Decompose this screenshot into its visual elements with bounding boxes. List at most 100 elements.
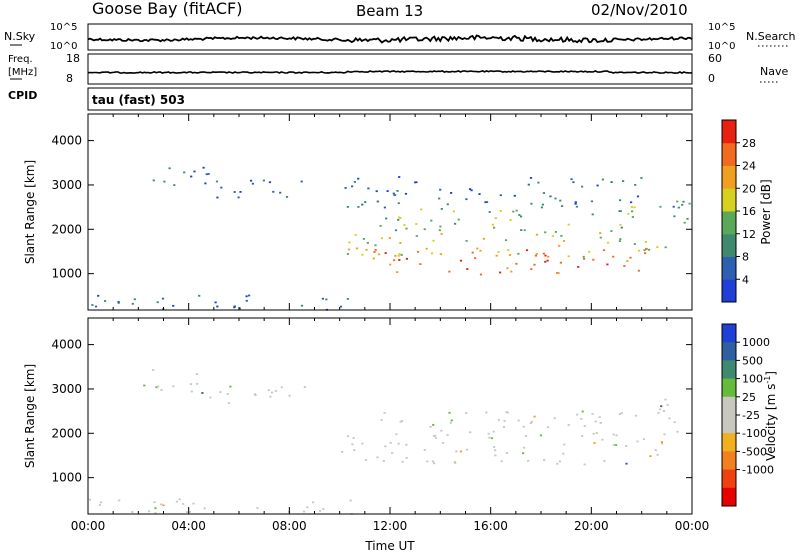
echo-cell: [615, 434, 618, 437]
echo-cell: [415, 235, 418, 237]
noise-left-tick-bottom: 10^0: [50, 41, 77, 52]
noise-trace-line: [87, 34, 693, 44]
echo-cell: [676, 430, 679, 433]
echo-cell: [192, 502, 195, 505]
echo-cell: [619, 210, 622, 212]
echo-cell: [153, 501, 156, 504]
echo-cell: [279, 191, 282, 194]
colorbar-band: [722, 188, 736, 212]
echo-cell: [465, 412, 468, 414]
echo-cell: [559, 261, 562, 264]
echo-cell: [162, 504, 165, 507]
power-x-ticks: [87, 114, 693, 310]
echo-cell: [347, 248, 351, 251]
echo-cell: [465, 240, 468, 242]
echo-cell: [448, 411, 451, 414]
frequency-panel: Freq. [MHz] 18 8 60 0 Nave: [8, 52, 788, 85]
echo-cell: [448, 270, 451, 273]
colorbar-tick-label: 12: [742, 228, 756, 241]
echo-cell: [262, 179, 265, 182]
echo-cell: [688, 202, 691, 205]
echo-cell: [556, 462, 559, 465]
echo-cell: [452, 210, 455, 213]
echo-cell: [397, 442, 400, 445]
echo-cell: [367, 187, 370, 190]
echo-cell: [353, 181, 356, 183]
echo-cell: [478, 193, 481, 195]
echo-cell: [245, 299, 248, 302]
echo-cell: [156, 301, 159, 304]
echo-cell: [663, 433, 666, 436]
echo-cell: [553, 417, 556, 420]
echo-cell: [432, 424, 435, 426]
noise-frame: [87, 23, 693, 51]
echo-cell: [654, 449, 657, 451]
echo-cell: [415, 223, 418, 225]
echo-cell: [160, 389, 163, 391]
echo-cell: [515, 262, 518, 265]
echo-cell: [649, 455, 652, 457]
echo-cell: [629, 256, 632, 259]
echo-cell: [425, 247, 428, 250]
echo-cell: [285, 196, 289, 198]
echo-cell: [664, 398, 667, 401]
echo-cell: [465, 198, 468, 201]
nave-tick-top: 60: [708, 52, 722, 65]
echo-cell: [172, 385, 175, 388]
echo-cell: [440, 429, 443, 432]
echo-cell: [602, 249, 606, 252]
colorbar-tick-label: 100: [742, 373, 763, 386]
echo-cell: [530, 268, 533, 270]
echo-cell: [354, 234, 357, 236]
echo-cell: [658, 408, 661, 411]
echo-cell: [376, 200, 379, 203]
echo-cell: [288, 394, 291, 397]
echo-cell: [659, 205, 662, 208]
echo-cell: [581, 435, 584, 437]
echo-cell: [161, 297, 165, 300]
echo-cell: [494, 454, 497, 457]
echo-cell: [507, 249, 510, 252]
echo-cell: [517, 252, 520, 255]
echo-cell: [347, 435, 350, 438]
echo-cell: [620, 226, 623, 229]
echo-cell: [513, 194, 516, 197]
echo-cell: [99, 501, 103, 504]
colorbar-band: [722, 279, 736, 303]
echo-cell: [506, 411, 509, 414]
echo-cell: [636, 440, 639, 443]
colorbar-band: [722, 451, 736, 471]
echo-cell: [268, 181, 272, 184]
echo-cell: [503, 420, 506, 422]
x-tick-label: 00:00: [71, 519, 106, 533]
echo-cell: [450, 192, 453, 194]
y-tick-label: 3000: [51, 382, 82, 396]
echo-cell: [442, 441, 445, 444]
echo-cell: [143, 384, 146, 387]
y-tick-label: 1000: [51, 267, 82, 281]
echo-cell: [535, 253, 538, 255]
echo-cell: [388, 237, 391, 239]
echo-cell: [527, 459, 530, 462]
echo-cell: [433, 462, 436, 465]
cpid-frame: [87, 87, 693, 111]
echo-cell: [104, 300, 107, 302]
echo-cell: [534, 254, 537, 257]
echo-cell: [386, 190, 389, 192]
echo-cell: [188, 511, 191, 513]
echo-cell: [484, 201, 487, 204]
echo-cell: [622, 180, 625, 182]
echo-cell: [377, 253, 381, 256]
echo-cell: [574, 201, 577, 204]
echo-cell: [556, 272, 559, 274]
velocity-frame: [87, 317, 693, 515]
echo-cell: [618, 240, 621, 242]
echo-cell: [453, 461, 456, 463]
echo-cell: [398, 216, 401, 219]
colorbar-band: [722, 487, 736, 507]
echo-cell: [400, 420, 404, 422]
echo-cell: [504, 239, 508, 242]
x-tick-label: 16:00: [473, 519, 508, 533]
echo-cell: [561, 205, 564, 207]
echo-cell: [233, 191, 236, 193]
